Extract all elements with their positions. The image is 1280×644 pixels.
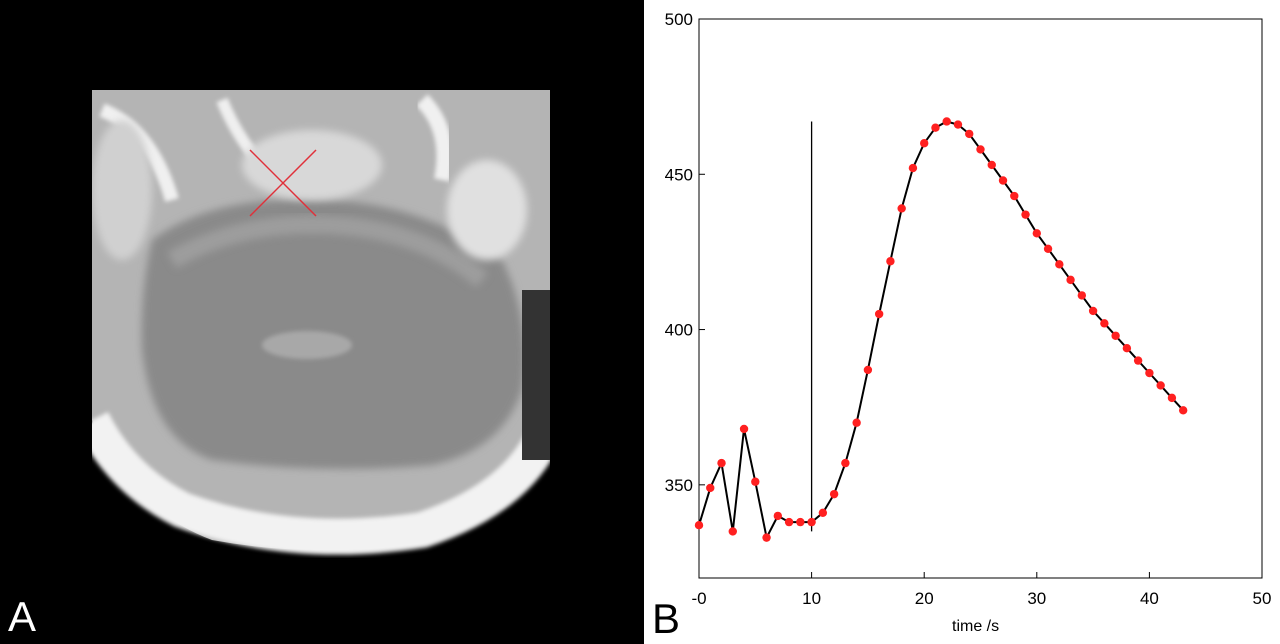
plot-frame [698, 18, 1263, 579]
data-point [1122, 343, 1132, 353]
chart-ticks: 350 400 450 500 -0 10 20 30 40 50 [665, 10, 1272, 608]
data-point [1178, 406, 1188, 415]
data-point [807, 517, 816, 527]
data-point [1100, 319, 1109, 328]
data-point [1145, 368, 1154, 378]
panel-a-ct-image: A [8, 90, 550, 640]
data-point [762, 533, 771, 542]
data-point [694, 521, 704, 530]
y-tick-label: 500 [665, 10, 693, 29]
data-point [717, 458, 726, 468]
x-tick-label: 30 [1027, 589, 1046, 608]
time-intensity-chart: 350 400 450 500 -0 10 20 30 40 50 [665, 10, 1272, 608]
panel-b-label: B [652, 595, 681, 642]
data-point [773, 511, 783, 521]
data-point [739, 424, 749, 434]
y-tick-label: 350 [665, 476, 693, 495]
data-point [1055, 260, 1064, 269]
chart-points [694, 117, 1188, 542]
data-point [796, 517, 805, 527]
data-point [1010, 191, 1019, 201]
data-point [998, 176, 1008, 185]
data-point [987, 160, 996, 170]
data-point [920, 139, 929, 148]
data-point [953, 120, 963, 129]
x-tick-label: 20 [915, 589, 934, 608]
panel-a-label: A [8, 593, 37, 640]
data-point [1066, 275, 1075, 285]
data-point [728, 527, 737, 536]
chart-lines [698, 120, 1184, 541]
data-point [976, 145, 985, 154]
data-point [1077, 291, 1087, 300]
data-point [863, 365, 873, 375]
x-axis-label: time /s [952, 618, 1000, 635]
data-point [1167, 393, 1177, 403]
roi-cross-line-2 [249, 149, 317, 217]
data-point [706, 483, 715, 493]
series-line [698, 120, 1184, 541]
data-point [751, 477, 760, 486]
panel-b-chart: 350 400 450 500 -0 10 20 30 40 50 time /s B [644, 0, 1280, 644]
data-point [784, 517, 794, 527]
data-point [818, 508, 828, 517]
x-tick-label: -0 [691, 589, 706, 608]
y-tick-label: 450 [665, 165, 693, 184]
data-point [1133, 356, 1143, 365]
data-point [1032, 229, 1041, 238]
data-point [1043, 244, 1053, 254]
ct-brain-image [92, 90, 550, 558]
data-point [965, 129, 974, 139]
x-tick-label: 50 [1253, 589, 1272, 608]
data-point [931, 123, 940, 132]
y-tick-label: 400 [665, 321, 693, 340]
data-point [897, 204, 906, 213]
data-point [1156, 381, 1165, 390]
x-tick-label: 10 [802, 589, 821, 608]
x-tick-label: 40 [1140, 589, 1159, 608]
data-point [841, 458, 850, 468]
data-point [1088, 306, 1098, 316]
data-point [886, 257, 895, 266]
chart-axes [698, 18, 1263, 579]
data-point [942, 117, 951, 126]
data-point [829, 489, 839, 499]
data-point [1111, 331, 1120, 340]
data-point [1021, 210, 1030, 219]
data-point [874, 309, 884, 319]
data-point [908, 163, 918, 173]
data-point [852, 418, 861, 427]
